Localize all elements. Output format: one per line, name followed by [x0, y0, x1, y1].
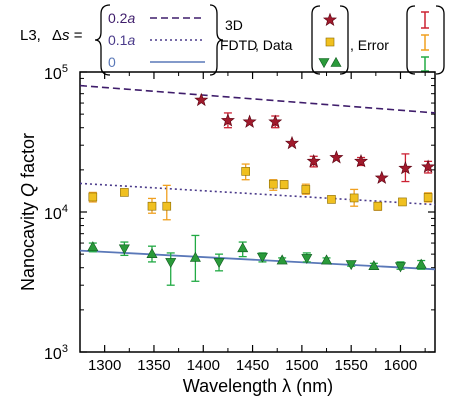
legend-brace-err-left — [406, 5, 416, 75]
data-point-square — [88, 192, 98, 202]
data-point-triangle — [301, 254, 313, 265]
y-tick-label: 103 — [44, 343, 68, 363]
data-point-star — [220, 113, 235, 127]
legend-ds-value: 0 — [108, 54, 116, 70]
plot-frame — [79, 71, 436, 353]
y-tick-label: 105 — [44, 63, 68, 83]
data-point-triangle — [87, 241, 99, 252]
x-tick-label: 1350 — [137, 357, 170, 374]
legend-triangle-marker — [330, 56, 342, 67]
legend-data-label: , Data — [255, 37, 293, 53]
data-point-square — [373, 201, 383, 211]
x-tick-label: 1300 — [88, 357, 121, 374]
data-point-square — [327, 195, 336, 204]
legend-prefix: L3, — [20, 27, 41, 44]
legend-triangle-down-marker — [318, 58, 330, 69]
legend: L3, Δs = 0.2a 0.1a 0 3D FDTD , Data , Erro… — [20, 4, 445, 76]
x-tick-label: 1450 — [236, 357, 269, 374]
data-point-star — [194, 92, 209, 107]
data-point-square — [241, 167, 250, 176]
data-point-square — [120, 188, 129, 197]
y-axis-label-q: Q — [18, 183, 38, 197]
legend-sim-line2: FDTD — [220, 37, 257, 53]
legend-delta-symbol: Δ — [52, 27, 62, 44]
data-point-star — [398, 161, 413, 175]
data-point-star — [306, 154, 321, 168]
data-point-square — [398, 197, 407, 207]
data-point-square — [349, 193, 359, 203]
legend-ds-value: 0.2a — [108, 10, 135, 26]
y-axis-label-pre: Nanocavity — [18, 197, 38, 291]
y-axis-label-post: factor — [18, 133, 38, 183]
data-point-square — [268, 179, 278, 189]
data-point-triangle — [118, 244, 130, 255]
data-point-star — [421, 159, 436, 173]
data-point-square — [162, 201, 172, 211]
data-point-star — [374, 170, 389, 184]
data-point-triangle — [237, 242, 249, 253]
data-point-star — [242, 114, 257, 128]
data-point-star — [268, 114, 283, 128]
data-point-star — [354, 154, 369, 168]
data-point-triangle — [189, 251, 201, 262]
y-axis-label: Nanocavity Q factor — [18, 133, 38, 291]
x-tick-label: 1550 — [334, 357, 367, 374]
data-point-triangle — [321, 254, 333, 265]
data-point-triangle — [368, 260, 380, 271]
legend-brace-data-right — [339, 5, 349, 75]
legend-ds-var: s — [62, 27, 70, 44]
legend-square-marker — [325, 37, 335, 47]
data-point-square — [423, 193, 433, 202]
data-point-square — [279, 180, 289, 189]
data-point-star — [284, 135, 300, 150]
x-tick-label: 1500 — [285, 357, 318, 374]
data-point-triangle — [415, 258, 427, 269]
data-point-triangle — [213, 258, 225, 269]
legend-ds-value: 0.1a — [108, 32, 135, 48]
legend-sim-line1: 3D — [225, 17, 243, 33]
data-point-triangle — [146, 248, 158, 258]
legend-ds-equals: = — [70, 27, 83, 44]
x-tick-label: 1400 — [187, 357, 220, 374]
legend-star-marker — [322, 12, 338, 27]
data-point-triangle — [394, 262, 406, 273]
y-tick-label: 104 — [44, 203, 68, 223]
fdtd-line-02a — [79, 84, 436, 114]
x-axis-label: Wavelength λ (nm) — [183, 376, 333, 396]
data-point-triangle — [256, 252, 268, 263]
legend-error-label: , Error — [350, 37, 389, 53]
x-tick-label: 1600 — [384, 357, 417, 374]
fdtd-line-01a — [79, 182, 436, 206]
legend-brace-mid-left — [209, 4, 224, 76]
data-point-triangle — [345, 260, 357, 271]
data-point-square — [147, 201, 157, 211]
legend-brace-err-right — [435, 5, 445, 75]
data-point-triangle — [276, 254, 288, 265]
legend-brace-data-left — [311, 5, 321, 75]
legend-brace-left — [94, 4, 111, 76]
data-point-square — [301, 185, 311, 194]
data-point-star — [329, 150, 344, 164]
data-point-triangle — [165, 258, 177, 269]
legend-ds-label: Δs = — [52, 27, 83, 44]
